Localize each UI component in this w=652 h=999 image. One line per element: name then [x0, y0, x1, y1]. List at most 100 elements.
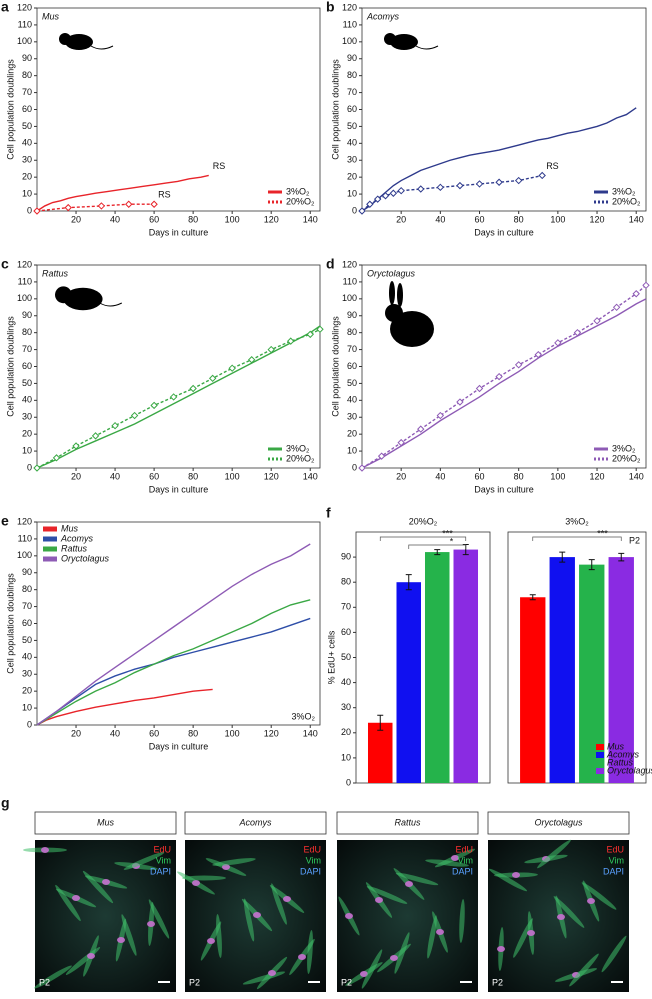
point-marker: [316, 325, 324, 333]
image-header: [487, 811, 630, 835]
point-marker: [632, 290, 640, 298]
point-marker: [358, 207, 366, 215]
nucleus: [41, 847, 49, 853]
x-tick-label: 100: [225, 728, 240, 738]
plot-frame: [361, 264, 647, 469]
y-tick-label: 120: [17, 516, 32, 526]
point-marker: [169, 393, 178, 401]
y-tick-label: 50: [347, 378, 357, 388]
nucleus: [147, 921, 155, 927]
icon-body: [65, 34, 93, 50]
legend-label: Oryctolagus: [61, 553, 110, 563]
end-label: RS: [546, 161, 559, 171]
cell: [182, 875, 226, 881]
x-tick-label: 40: [435, 471, 445, 481]
point-marker: [33, 207, 41, 215]
panel-label: e: [1, 513, 9, 529]
series-line: [361, 174, 543, 212]
series-line: [36, 174, 209, 212]
y-axis-label: Cell population doublings: [5, 316, 15, 417]
point-marker: [366, 200, 374, 208]
nucleus: [360, 971, 368, 977]
y-tick-label: 20: [22, 172, 32, 182]
nucleus: [436, 929, 444, 935]
point-marker: [377, 452, 386, 460]
point-marker: [456, 398, 464, 406]
nucleus: [102, 879, 110, 885]
x-tick-label: 80: [514, 214, 524, 224]
nucleus: [405, 881, 413, 887]
x-tick-label: 140: [629, 214, 644, 224]
y-tick-label: 70: [22, 601, 32, 611]
icon-body: [63, 287, 103, 311]
point-marker: [125, 200, 133, 208]
error-bar: [618, 552, 625, 562]
bar: [608, 557, 634, 783]
x-tick-label: 20: [71, 471, 81, 481]
point-marker: [228, 364, 236, 372]
nucleus: [587, 898, 595, 904]
cell: [537, 839, 571, 869]
y-tick-label: 80: [22, 327, 32, 337]
point-marker: [593, 317, 601, 325]
sig-bracket: [379, 536, 467, 542]
y-tick-label: 60: [341, 627, 351, 637]
x-tick-label: 80: [188, 728, 198, 738]
chart-title: Oryctolagus: [367, 268, 416, 278]
y-tick-label: 100: [17, 550, 32, 560]
y-tick-label: 40: [347, 138, 357, 148]
point-marker: [33, 464, 41, 472]
y-tick-label: 90: [22, 310, 32, 320]
point-marker: [475, 180, 484, 188]
legend-label: Rattus: [607, 757, 634, 767]
cell: [271, 883, 287, 925]
y-tick-label: 0: [346, 777, 351, 787]
y-tick-label: 110: [18, 533, 32, 543]
error-bar: [377, 714, 384, 731]
animal-icon: [59, 33, 114, 50]
series-line: [36, 543, 311, 726]
passage-label: P2: [39, 977, 50, 987]
x-tick-label: 20: [396, 471, 406, 481]
legend-swatch: [596, 752, 604, 758]
error-bar: [529, 594, 536, 601]
cell: [553, 896, 585, 928]
sig-label: *: [450, 536, 454, 546]
nucleus: [375, 897, 383, 903]
x-tick-label: 60: [149, 214, 159, 224]
y-tick-label: 50: [347, 121, 357, 131]
passage-label: P2: [492, 977, 503, 987]
point-marker: [389, 189, 398, 197]
y-tick-label: 10: [347, 445, 357, 455]
y-tick-label: 110: [343, 19, 357, 29]
point-marker: [495, 372, 503, 381]
legend-label: 20%O₂: [286, 453, 315, 463]
y-tick-label: 80: [22, 70, 32, 80]
y-tick-label: 0: [27, 719, 32, 729]
channel-label: Vim: [156, 855, 171, 865]
cell: [513, 918, 533, 958]
x-tick-label: 100: [550, 214, 565, 224]
series-line: [361, 284, 647, 469]
legend-label: 20%O₂: [286, 196, 315, 206]
legend-swatch: [596, 768, 604, 774]
nucleus: [390, 955, 398, 961]
x-tick-label: 20: [71, 214, 81, 224]
x-tick-label: 120: [264, 471, 279, 481]
y-tick-label: 60: [347, 361, 357, 371]
legend-label: Mus: [61, 523, 79, 533]
nucleus: [268, 970, 276, 976]
y-tick-label: 80: [347, 327, 357, 337]
y-tick-label: 90: [347, 53, 357, 63]
point-marker: [358, 464, 366, 472]
icon-body: [390, 34, 418, 50]
y-tick-label: 50: [341, 652, 351, 662]
y-tick-label: 30: [22, 155, 32, 165]
y-tick-label: 70: [347, 344, 357, 354]
point-marker: [642, 281, 650, 290]
point-marker: [373, 195, 382, 203]
y-tick-label: 50: [22, 121, 32, 131]
cell: [148, 899, 170, 939]
nucleus: [72, 895, 80, 901]
cell: [581, 882, 617, 910]
